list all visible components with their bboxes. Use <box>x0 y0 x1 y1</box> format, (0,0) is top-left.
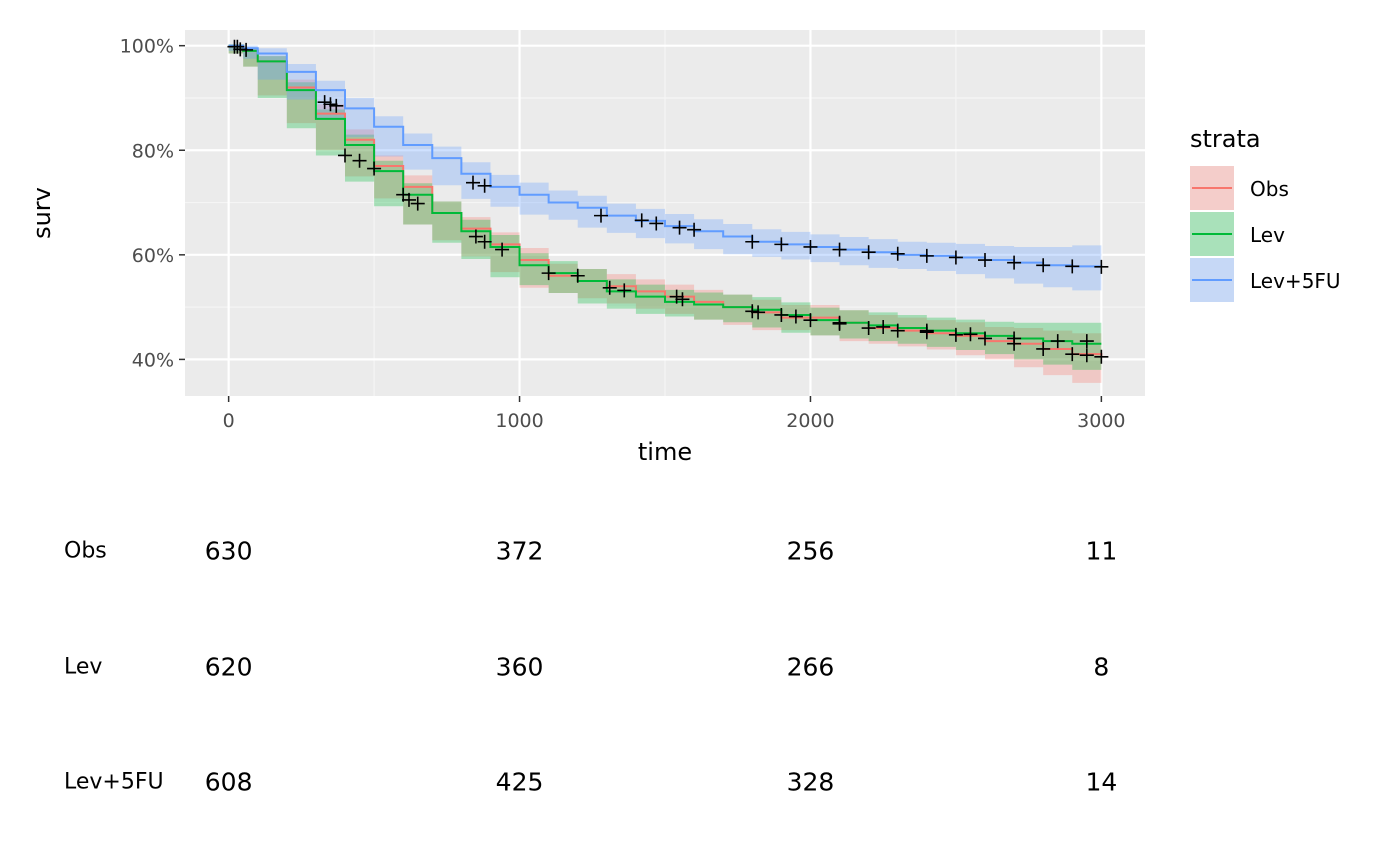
censor-mark-lev-5fu <box>317 95 332 110</box>
censor-mark-lev-5fu <box>233 42 248 57</box>
censor-mark-lev-5fu <box>672 220 687 235</box>
risk-count: 372 <box>495 536 544 566</box>
censor-mark-obs <box>861 321 876 336</box>
risk-count: 256 <box>786 536 835 566</box>
censor-mark-lev <box>602 280 617 295</box>
legend-title: strata <box>1190 125 1261 153</box>
gridlines <box>185 30 1145 396</box>
censor-mark-lev <box>1079 334 1094 349</box>
risk-count: 266 <box>786 652 835 682</box>
risk-count: 14 <box>1085 767 1118 797</box>
censor-mark-lev-5fu <box>861 245 876 260</box>
censor-mark-lev-5fu <box>948 250 963 265</box>
censor-mark-lev-5fu <box>227 39 242 54</box>
x-tick-label: 1000 <box>495 410 543 432</box>
risk-count: 11 <box>1085 536 1118 566</box>
y-axis: 40% 60% 80% 100% <box>120 36 185 371</box>
x-tick-label: 2000 <box>786 410 834 432</box>
censor-mark-lev <box>832 316 847 331</box>
risk-count: 8 <box>1093 652 1110 682</box>
censor-mark-lev-5fu <box>919 248 934 263</box>
legend-item-lev-5fu: Lev+5FU <box>1190 258 1341 302</box>
censor-mark-lev-5fu <box>832 242 847 257</box>
risk-count: 620 <box>204 652 253 682</box>
censor-mark-obs <box>890 323 905 338</box>
censor-mark-lev <box>788 309 803 324</box>
legend-label: Obs <box>1250 177 1289 201</box>
legend: strata Obs Lev Lev+5FU <box>1190 125 1341 302</box>
censor-mark-lev-5fu <box>687 222 702 237</box>
censor-mark-lev <box>352 153 367 168</box>
censor-mark-lev <box>963 327 978 342</box>
censor-mark-lev <box>541 266 556 281</box>
y-tick-label: 80% <box>132 140 174 162</box>
censor-mark-obs <box>978 331 992 346</box>
survival-plot: 40% 60% 80% 100% 0 1000 2000 3000 time surv st… <box>28 30 1341 466</box>
censor-mark-obs <box>1065 347 1080 362</box>
censor-mark-lev-5fu <box>649 216 664 231</box>
risk-count: 425 <box>495 767 544 797</box>
censor-mark-obs <box>803 313 818 328</box>
censor-mark-lev <box>919 323 934 338</box>
censor-mark-lev <box>876 319 891 334</box>
risk-count: 630 <box>204 536 253 566</box>
censor-mark-lev-5fu <box>477 178 492 193</box>
censor-mark-lev <box>495 242 510 257</box>
censor-mark-obs <box>1036 341 1051 356</box>
censor-mark-lev-5fu <box>774 237 789 252</box>
censor-mark-lev-5fu <box>1007 255 1022 270</box>
censor-mark-lev-5fu <box>466 175 480 190</box>
censor-mark-lev-5fu <box>1036 258 1051 273</box>
x-tick-label: 3000 <box>1077 410 1125 432</box>
survival-curve-lev <box>228 44 1102 345</box>
censor-mark-lev <box>338 148 352 163</box>
risk-count: 608 <box>204 767 253 797</box>
censor-mark-lev-5fu <box>890 246 905 261</box>
risk-row-label: Obs <box>64 538 107 564</box>
risk-count: 360 <box>495 652 544 682</box>
censor-mark-lev <box>367 161 382 176</box>
censor-mark-obs <box>1094 349 1109 364</box>
censor-mark-obs <box>675 292 690 307</box>
censor-mark-lev <box>570 268 585 283</box>
x-tick-label: 0 <box>223 410 235 432</box>
risk-row-label: Lev+5FU <box>64 769 164 795</box>
censor-mark-lev-5fu <box>594 208 608 223</box>
censor-mark-lev <box>1007 331 1022 346</box>
y-axis-title: surv <box>28 187 56 239</box>
censor-mark-lev <box>402 192 416 207</box>
censor-mark-lev-5fu <box>803 239 818 254</box>
censor-mark-lev-5fu <box>745 234 760 249</box>
censor-mark-lev-5fu <box>978 253 992 268</box>
legend-label: Lev+5FU <box>1250 269 1341 293</box>
legend-item-lev: Lev <box>1190 212 1285 256</box>
y-tick-label: 60% <box>132 245 174 267</box>
censor-mark-lev <box>410 196 425 211</box>
censor-mark-lev-5fu <box>1094 259 1109 274</box>
censor-mark-obs <box>751 305 766 320</box>
censor-mark-obs <box>1079 348 1094 363</box>
censor-mark-lev-5fu <box>329 98 344 113</box>
censor-mark-lev-5fu <box>1065 259 1080 274</box>
censor-mark-lev <box>468 229 483 244</box>
censor-mark-lev <box>745 304 760 319</box>
censor-mark-lev-5fu <box>323 97 338 112</box>
risk-count: 328 <box>786 767 835 797</box>
number-at-risk-table: Obs 630 372 256 11 Lev 620 360 266 8 Lev+5FU 608 425… <box>0 500 1400 840</box>
x-axis-title: time <box>638 438 692 466</box>
censor-mark-lev-5fu <box>634 213 649 228</box>
risk-row-label: Lev <box>64 654 103 680</box>
y-tick-label: 100% <box>120 36 174 58</box>
censor-marks <box>227 39 1109 364</box>
y-tick-label: 40% <box>132 349 174 371</box>
legend-item-obs: Obs <box>1190 166 1289 210</box>
censor-mark-lev <box>1050 334 1065 349</box>
censor-mark-obs <box>669 289 684 304</box>
legend-label: Lev <box>1250 223 1285 247</box>
x-axis: 0 1000 2000 3000 <box>223 396 1126 432</box>
censor-mark-lev <box>617 283 632 298</box>
censor-mark-obs <box>948 327 963 342</box>
censor-mark-lev <box>477 234 492 249</box>
censor-mark-obs <box>774 307 789 322</box>
